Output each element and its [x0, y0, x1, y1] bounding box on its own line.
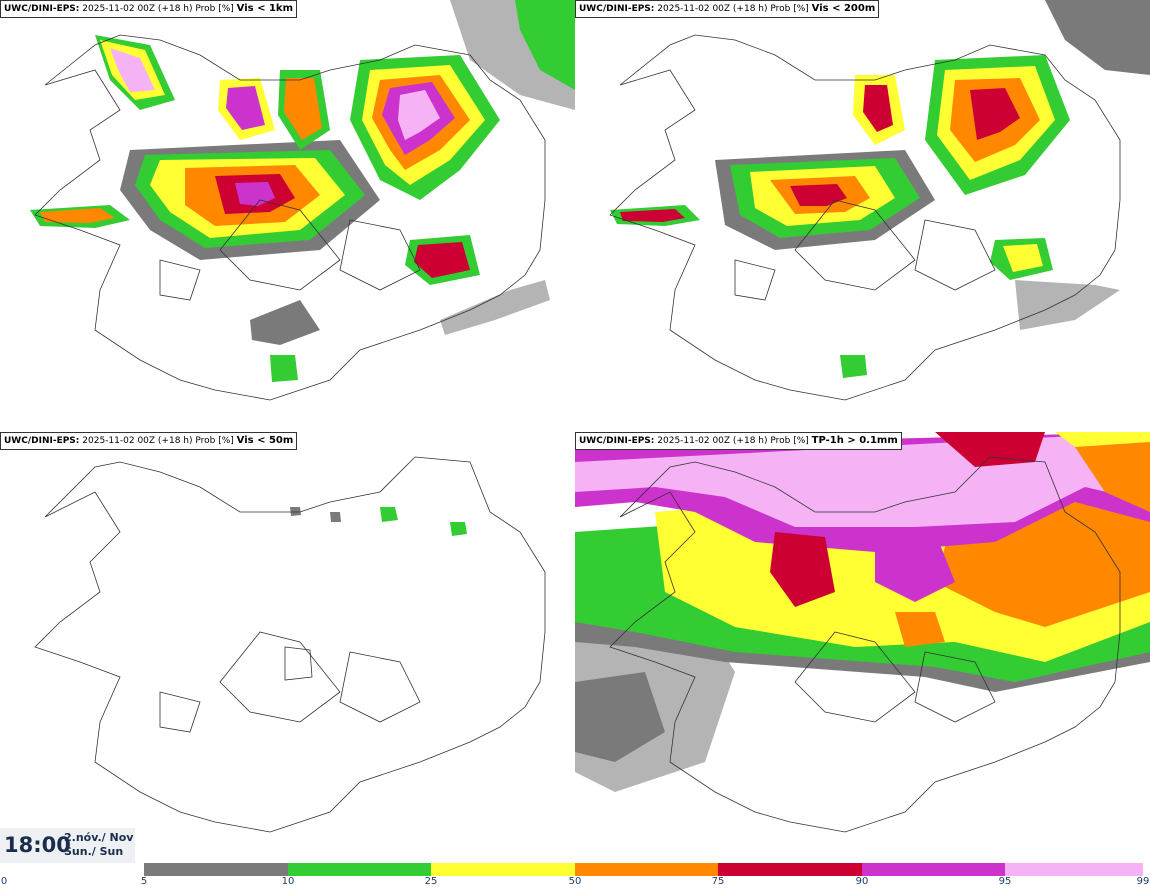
panel-title: UWC/DINI-EPS: 2025-11-02 00Z (+18 h) Pro… [0, 432, 298, 450]
field-name: Vis < 1km [236, 3, 293, 14]
probability-colorbar: 0 5 10 25 50 75 90 95 99 [0, 862, 1150, 891]
model-name: UWC/DINI-EPS [4, 436, 76, 446]
map-panel-vis-200m: UWC/DINI-EPS: 2025-11-02 00Z (+18 h) Pro… [575, 0, 1150, 432]
model-name: UWC/DINI-EPS [579, 436, 651, 446]
map-panel-tp-1h: UWC/DINI-EPS: 2025-11-02 00Z (+18 h) Pro… [575, 432, 1150, 864]
model-name: UWC/DINI-EPS [579, 4, 651, 14]
colorbar-tick-label: 25 [424, 876, 438, 887]
map-panel-vis-1km: UWC/DINI-EPS: 2025-11-02 00Z (+18 h) Pro… [0, 0, 575, 432]
colorbar-tick-label: 75 [711, 876, 725, 887]
coastline-outline [34, 456, 546, 833]
colorbar-tick-label: 0 [0, 876, 8, 887]
colorbar-segment [1005, 863, 1143, 876]
colorbar-tick-label: 95 [998, 876, 1012, 887]
field-name: Vis < 200m [811, 3, 876, 14]
probability-field [30, 0, 575, 382]
valid-date-line1: 2.nóv./ Nov [64, 831, 134, 844]
map-canvas [34, 456, 546, 833]
panel-title: UWC/DINI-EPS: 2025-11-02 00Z (+18 h) Pro… [575, 432, 902, 450]
map-panel-vis-50m: UWC/DINI-EPS: 2025-11-02 00Z (+18 h) Pro… [0, 432, 575, 864]
colorbar-tick-label: 5 [140, 876, 148, 887]
coastline-outline [609, 34, 1121, 401]
run-info: 2025-11-02 00Z (+18 h) Prob [%] [82, 4, 234, 14]
colorbar-segment [862, 863, 1005, 876]
colorbar-segment [288, 863, 431, 876]
valid-time-clock: 18:00 [4, 833, 71, 857]
colorbar-segment [144, 863, 288, 876]
map-canvas [575, 432, 1150, 833]
run-info: 2025-11-02 00Z (+18 h) Prob [%] [657, 4, 809, 14]
probability-field [610, 0, 1150, 378]
colorbar-tick-label: 10 [281, 876, 295, 887]
colorbar-segment [718, 863, 862, 876]
field-name: Vis < 50m [236, 435, 294, 446]
valid-time-box: 18:00 2.nóv./ Nov Sun./ Sun [0, 828, 135, 863]
map-canvas [609, 0, 1150, 401]
coastline-outline [34, 34, 546, 401]
field-name: TP-1h > 0.1mm [811, 435, 898, 446]
colorbar-segment [575, 863, 718, 876]
model-name: UWC/DINI-EPS [4, 4, 76, 14]
colorbar-tick-label: 90 [855, 876, 869, 887]
coastline-outline [609, 456, 1121, 833]
run-info: 2025-11-02 00Z (+18 h) Prob [%] [82, 436, 234, 446]
panel-title: UWC/DINI-EPS: 2025-11-02 00Z (+18 h) Pro… [575, 0, 880, 18]
colorbar-tick-label: 50 [568, 876, 582, 887]
panel-title: UWC/DINI-EPS: 2025-11-02 00Z (+18 h) Pro… [0, 0, 297, 18]
map-canvas [30, 0, 575, 401]
valid-time-date: 2.nóv./ Nov Sun./ Sun [64, 831, 133, 859]
run-info: 2025-11-02 00Z (+18 h) Prob [%] [657, 436, 809, 446]
probability-field [575, 432, 1150, 792]
valid-date-line2: Sun./ Sun [64, 845, 124, 858]
colorbar-segment [431, 863, 575, 876]
colorbar-tick-label: 99 [1136, 876, 1150, 887]
probability-field [290, 507, 467, 536]
